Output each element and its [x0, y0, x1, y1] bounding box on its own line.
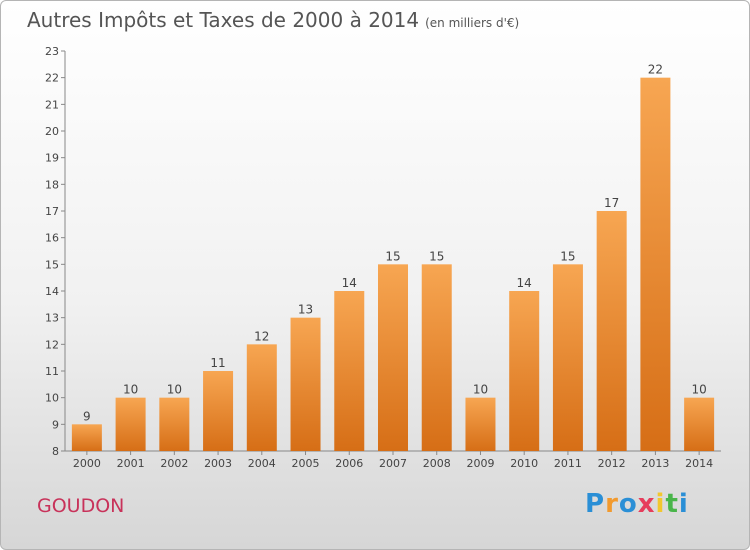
data-label: 10: [123, 383, 138, 397]
y-tick-label: 11: [45, 365, 59, 378]
y-tick-label: 23: [45, 45, 59, 58]
y-tick-label: 13: [45, 312, 59, 325]
data-label: 13: [298, 303, 313, 317]
y-tick-label: 12: [45, 338, 59, 351]
chart-title-main: Autres Impôts et Taxes de 2000 à 2014: [27, 8, 420, 32]
x-tick-label: 2001: [117, 457, 145, 470]
bar: [246, 344, 277, 451]
logo-letter: t: [665, 489, 679, 519]
data-label: 10: [167, 383, 182, 397]
data-label: 10: [691, 383, 706, 397]
bar: [421, 264, 452, 451]
x-tick-label: 2008: [423, 457, 451, 470]
logo-letter: o: [618, 489, 638, 519]
y-tick-label: 16: [45, 232, 59, 245]
x-tick-label: 2005: [292, 457, 320, 470]
y-tick-label: 21: [45, 98, 59, 111]
bar: [552, 264, 583, 451]
logo-letter: x: [637, 489, 656, 519]
y-tick-label: 17: [45, 205, 59, 218]
y-tick-label: 18: [45, 178, 59, 191]
x-tick-label: 2012: [598, 457, 626, 470]
y-tick-label: 19: [45, 152, 59, 165]
y-tick-label: 15: [45, 258, 59, 271]
data-label: 22: [648, 63, 663, 77]
x-tick-label: 2002: [160, 457, 188, 470]
data-label: 15: [385, 249, 400, 263]
data-label: 14: [342, 276, 357, 290]
chart-title-unit: (en milliers d'€): [425, 16, 520, 30]
y-tick-label: 10: [45, 392, 59, 405]
commune-name: GOUDON: [37, 495, 125, 517]
x-tick-label: 2014: [685, 457, 713, 470]
data-label: 12: [254, 329, 269, 343]
y-tick-label: 20: [45, 125, 59, 138]
y-tick-label: 14: [45, 285, 59, 298]
logo-letter: r: [605, 489, 619, 519]
bar: [334, 291, 365, 451]
data-label: 11: [210, 356, 225, 370]
x-tick-label: 2013: [641, 457, 669, 470]
data-label: 10: [473, 383, 488, 397]
bar: [203, 371, 234, 451]
y-tick-label: 22: [45, 72, 59, 85]
x-tick-label: 2003: [204, 457, 232, 470]
logo-letter: i: [678, 489, 689, 519]
bar: [71, 424, 102, 451]
data-label: 15: [560, 249, 575, 263]
y-tick-label: 9: [52, 418, 59, 431]
y-tick-label: 8: [52, 445, 59, 458]
bar: [159, 397, 190, 451]
bar: [640, 77, 671, 452]
data-label: 15: [429, 249, 444, 263]
bar: [290, 317, 321, 451]
data-label: 17: [604, 196, 619, 210]
bar: [684, 397, 715, 451]
chart-title: Autres Impôts et Taxes de 2000 à 2014 (en…: [27, 8, 519, 32]
data-label: 14: [517, 276, 532, 290]
logo-letter: P: [585, 489, 606, 519]
data-label: 9: [83, 409, 91, 423]
x-tick-label: 2000: [73, 457, 101, 470]
x-tick-label: 2007: [379, 457, 407, 470]
x-tick-label: 2010: [510, 457, 538, 470]
proxiti-logo: Proxiti: [585, 489, 689, 519]
x-tick-label: 2009: [466, 457, 494, 470]
bar: [465, 397, 496, 451]
x-tick-label: 2011: [554, 457, 582, 470]
x-tick-label: 2004: [248, 457, 276, 470]
bar: [509, 291, 540, 451]
logo-letter: i: [655, 489, 666, 519]
bar: [115, 397, 146, 451]
bar: [596, 211, 627, 451]
x-tick-label: 2006: [335, 457, 363, 470]
bar: [378, 264, 408, 451]
